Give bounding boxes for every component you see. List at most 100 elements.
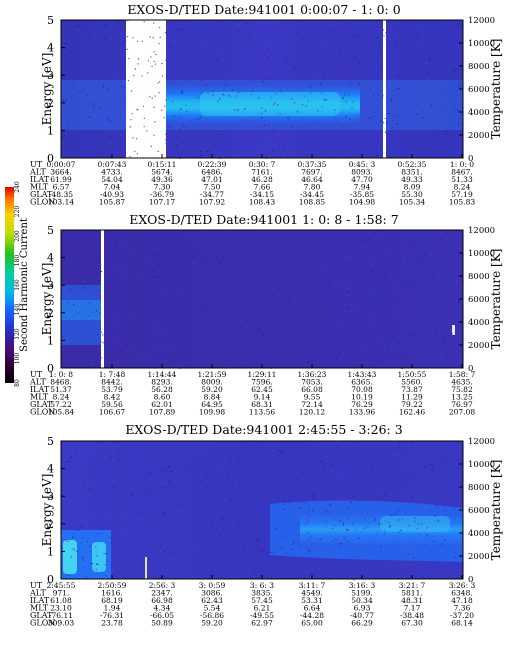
table-cell: 8.09 <box>404 183 421 192</box>
table-cell: 0:30: 7 <box>249 160 276 169</box>
table-cell: 48.31 <box>401 596 422 605</box>
row-label: GLAT <box>30 400 53 409</box>
row-label: GLAT <box>30 190 53 199</box>
table-cell: 3086. <box>201 589 222 598</box>
colorbar-tick-label: 160 <box>14 279 21 291</box>
table-cell: 4635. <box>451 378 472 387</box>
table-cell: 7.50 <box>204 183 221 192</box>
table-cell: -44.28 <box>300 611 324 620</box>
y2-tick-label: 10000 <box>468 249 495 259</box>
table-cell: 3: 6: 3 <box>250 581 274 590</box>
table-cell: -76.11 <box>49 611 73 620</box>
table-cell: 70.08 <box>351 385 373 394</box>
y2-tick-label: 8000 <box>468 62 490 72</box>
table-cell: 1.94 <box>104 604 121 613</box>
table-cell: -49.55 <box>250 611 274 620</box>
table-cell: 46.64 <box>301 175 323 184</box>
row-label: GLON <box>30 198 55 207</box>
table-cell: 133.96 <box>349 408 375 417</box>
y2-tick-label: 6000 <box>468 85 490 95</box>
y2-tick-label: 12000 <box>468 226 495 236</box>
table-cell: 0:37:35 <box>298 160 327 169</box>
table-cell: 9.14 <box>254 393 271 402</box>
table-cell: 8.84 <box>204 393 221 402</box>
table-cell: 9.55 <box>304 393 321 402</box>
table-cell: 2347. <box>151 589 172 598</box>
y-tick-label: 1 <box>47 124 54 137</box>
colorbar-tick-label: 80 <box>14 379 21 387</box>
table-cell: 2:50:59 <box>98 581 127 590</box>
y-axis-label: Energy [eV] <box>40 263 54 336</box>
y2-tick-label: 12000 <box>468 16 495 26</box>
row-label: UT <box>30 160 43 169</box>
table-cell: 113.56 <box>249 408 275 417</box>
y-tick-label: 2 <box>47 97 54 110</box>
table-cell: 8.24 <box>53 393 70 402</box>
y-tick-label: 5 <box>47 435 54 448</box>
table-cell: 47.18 <box>451 596 473 605</box>
table-cell: 162.46 <box>399 408 425 417</box>
table-cell: 3: 0:59 <box>199 581 226 590</box>
table-cell: 66.08 <box>301 385 323 394</box>
table-cell: 3664. <box>50 168 71 177</box>
panel-2: EXOS-D/TED Date:941001 1: 0: 8 - 1:58: 7… <box>29 212 503 417</box>
y2-tick-label: 0 <box>468 575 473 585</box>
table-cell: 108.85 <box>299 198 325 207</box>
table-cell: 0:00:07 <box>47 160 76 169</box>
table-cell: 5674. <box>151 168 172 177</box>
table-cell: 73.87 <box>401 385 423 394</box>
y-tick-label: 5 <box>47 14 54 27</box>
table-cell: 62.43 <box>201 596 223 605</box>
table-cell: -56.86 <box>200 611 224 620</box>
table-cell: 62.97 <box>251 619 273 628</box>
colorbar-tick-label: 180 <box>14 255 21 267</box>
row-label: ALT <box>29 589 46 598</box>
table-cell: 59.56 <box>101 400 123 409</box>
y-axis-label: Energy [eV] <box>40 53 54 126</box>
table-cell: -34.77 <box>200 190 224 199</box>
table-cell: 53.79 <box>101 385 123 394</box>
y2-tick-label: 0 <box>468 154 473 164</box>
row-label: GLON <box>30 619 55 628</box>
table-cell: 6348. <box>451 589 472 598</box>
table-cell: 68.19 <box>101 596 123 605</box>
table-cell: 68.14 <box>451 619 473 628</box>
y-tick-label: 1 <box>47 545 54 558</box>
table-cell: 7161. <box>251 168 272 177</box>
table-cell: 6.93 <box>354 604 371 613</box>
table-cell: 1:43:43 <box>348 370 377 379</box>
table-cell: 3:16: 3 <box>349 581 376 590</box>
table-cell: 7.17 <box>404 604 421 613</box>
spectrogram-plot <box>61 441 463 581</box>
colorbar-tick-label: 100 <box>14 353 21 365</box>
y-tick-label: 0 <box>47 152 54 165</box>
y2-tick-label: 2000 <box>468 341 490 351</box>
table-cell: 5560. <box>401 378 422 387</box>
table-cell: 309.03 <box>48 619 74 628</box>
colorbar-tick-label: 120 <box>14 328 21 340</box>
table-cell: 1:58: 7 <box>449 370 476 379</box>
table-cell: 7.04 <box>104 183 121 192</box>
colorbar-scale <box>5 187 14 383</box>
table-cell: 3:21: 7 <box>399 581 426 590</box>
table-cell: 13.25 <box>451 393 473 402</box>
table-cell: -66.05 <box>150 611 174 620</box>
y-tick-label: 3 <box>47 69 54 82</box>
table-cell: -48.35 <box>49 190 73 199</box>
table-cell: 54.04 <box>101 175 123 184</box>
table-cell: 8293. <box>151 378 172 387</box>
y-tick-label: 0 <box>47 362 54 375</box>
row-label: ALT <box>29 168 46 177</box>
table-cell: 62.01 <box>151 400 172 409</box>
y2-axis-label: Temperature [K] <box>489 39 503 140</box>
table-cell: 66.98 <box>151 596 173 605</box>
table-cell: 76.29 <box>351 400 373 409</box>
table-cell: 8351. <box>401 168 422 177</box>
table-cell: 6486. <box>201 168 222 177</box>
table-cell: 5811. <box>401 589 422 598</box>
spectrogram-plot <box>61 20 463 159</box>
table-cell: 46.28 <box>251 175 273 184</box>
table-cell: 7697. <box>301 168 322 177</box>
table-cell: -37.20 <box>450 611 474 620</box>
table-cell: 107.92 <box>199 198 225 207</box>
